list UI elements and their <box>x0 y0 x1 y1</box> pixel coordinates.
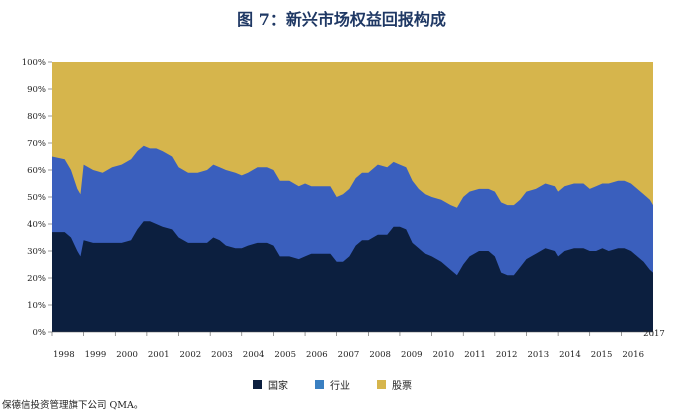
x-tick-label: 2013 <box>527 350 549 360</box>
y-tick-label: 50% <box>27 193 46 203</box>
y-tick-label: 80% <box>27 112 46 122</box>
y-tick-label: 70% <box>27 139 46 149</box>
legend-item-equity: 股票 <box>377 377 412 392</box>
x-tick-label: 2015 <box>591 350 613 360</box>
x-tick-label: 2006 <box>306 350 328 360</box>
x-tick-label: 2010 <box>433 350 455 360</box>
y-tick-label: 100% <box>22 58 46 68</box>
chart-axes: 0% 10% 20% 30% 40% 50% 60% 70% 80% 90% 100% 1998 199… <box>22 58 665 360</box>
legend-label-equity: 股票 <box>392 381 412 392</box>
x-tick-label: 2002 <box>180 350 202 360</box>
legend-label-country: 国家 <box>268 381 288 392</box>
x-tick-label: 2000 <box>116 350 138 360</box>
x-tick-label: 2012 <box>496 350 518 360</box>
x-tick-label: 2017 <box>643 329 665 339</box>
area-series-0 <box>52 221 653 332</box>
chart-legend: 国家 行业 股票 <box>0 377 683 393</box>
x-tick-label: 2007 <box>338 350 360 360</box>
x-tick-label: 2011 <box>464 350 486 360</box>
x-tick-label: 1999 <box>85 350 107 360</box>
y-tick-label: 30% <box>27 247 46 257</box>
y-tick-label: 0% <box>33 328 47 338</box>
x-tick-label: 1998 <box>53 350 75 360</box>
x-tick-label: 2001 <box>148 350 170 360</box>
y-tick-label: 90% <box>27 85 46 95</box>
chart-areas <box>52 62 653 332</box>
stacked-area-chart: 0% 10% 20% 30% 40% 50% 60% 70% 80% 90% 100% 1998 199… <box>22 58 665 360</box>
legend-swatch-industry <box>315 380 324 389</box>
x-tick-label: 2009 <box>401 350 423 360</box>
y-tick-label: 20% <box>27 274 46 284</box>
x-tick-label: 2003 <box>211 350 233 360</box>
x-tick-label: 2014 <box>559 350 581 360</box>
y-tick-label: 40% <box>27 220 46 230</box>
x-tick-label: 2005 <box>274 350 296 360</box>
x-tick-label: 2004 <box>243 350 265 360</box>
legend-label-industry: 行业 <box>330 381 350 392</box>
legend-swatch-equity <box>377 380 386 389</box>
legend-item-country: 国家 <box>253 377 288 392</box>
x-tick-label: 2016 <box>622 350 644 360</box>
source-note: 保德信投资管理旗下公司 QMA。 <box>2 400 144 411</box>
legend-item-industry: 行业 <box>315 377 350 392</box>
chart-title: 图 7：新兴市场权益回报构成 <box>237 10 446 29</box>
y-tick-label: 60% <box>27 166 46 176</box>
y-tick-label: 10% <box>27 301 46 311</box>
legend-swatch-country <box>253 380 262 389</box>
x-tick-label: 2008 <box>369 350 391 360</box>
